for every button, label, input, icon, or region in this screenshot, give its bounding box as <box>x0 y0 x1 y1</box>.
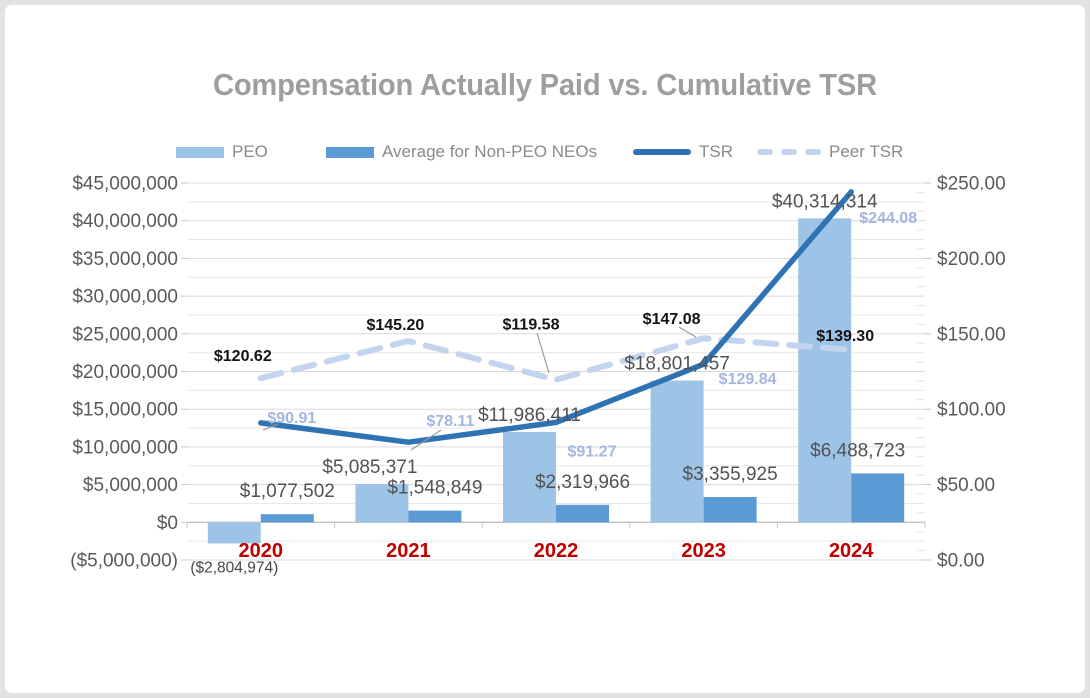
peer-tsr-value-label: $139.30 <box>816 328 874 345</box>
peer-tsr-dash-swatch <box>757 149 821 155</box>
year-label: 2023 <box>681 540 726 562</box>
right-axis-label: $250.00 <box>937 174 1006 195</box>
legend-label-nonpeo: Average for Non-PEO NEOs <box>382 142 598 161</box>
bar-peo-2023 <box>650 380 704 523</box>
peer-tsr-value-label: $119.58 <box>503 317 560 334</box>
peo-value-label: ($2,804,974) <box>190 559 278 576</box>
right-axis-label: $200.00 <box>937 249 1006 270</box>
nonpeo-value-label: $1,548,849 <box>387 478 482 499</box>
tsr-value-label: $129.84 <box>719 371 777 388</box>
peer-tsr-value-label: $120.62 <box>214 348 272 365</box>
year-label: 2022 <box>534 540 579 562</box>
right-axis-label: $150.00 <box>937 324 1006 345</box>
left-axis-label: $35,000,000 <box>72 249 178 270</box>
legend-item-peo: PEO <box>176 141 268 163</box>
legend-item-tsr: TSR <box>633 141 733 163</box>
bar-peo-2020 <box>207 522 261 544</box>
peo-value-label: $11,986,411 <box>478 405 581 426</box>
left-axis-label: $20,000,000 <box>72 362 178 383</box>
legend: PEO Average for Non-PEO NEOs TSR Peer TS… <box>5 141 1090 163</box>
year-label: 2021 <box>386 540 431 562</box>
plot-area: ($2,804,974) $1,077,502 $5,085,371$1,548,8… <box>70 174 1006 577</box>
label-leader-line <box>678 326 697 338</box>
legend-label-peo: PEO <box>232 142 268 161</box>
legend-label-tsr: TSR <box>699 142 733 161</box>
right-axis-label: $100.00 <box>937 400 1006 421</box>
bar-peo-2022 <box>503 431 556 523</box>
peo-swatch <box>176 146 224 158</box>
left-axis-label: $25,000,000 <box>72 324 178 345</box>
left-axis-label: $0 <box>157 513 178 534</box>
chart-title: Compensation Actually Paid vs. Cumulativ… <box>212 67 878 102</box>
nonpeo-value-label: $1,077,502 <box>240 481 335 502</box>
nonpeo-swatch <box>326 146 374 158</box>
peo-value-label: $18,801,457 <box>624 354 730 375</box>
bar-nonpeo-2020 <box>260 514 314 523</box>
tsr-value-label: $90.91 <box>267 410 316 427</box>
legend-label-peer-tsr: Peer TSR <box>829 142 904 161</box>
peo-value-label: $40,314,314 <box>772 191 878 212</box>
left-axis-label: $40,000,000 <box>72 211 178 232</box>
bar-nonpeo-2024 <box>851 473 905 523</box>
left-axis-label: $15,000,000 <box>72 400 178 421</box>
left-axis-label: $5,000,000 <box>83 475 178 496</box>
tsr-line <box>258 189 854 445</box>
bar-nonpeo-2021 <box>408 510 462 523</box>
legend-item-peer-tsr: Peer TSR <box>757 141 903 163</box>
bar-peo-2021 <box>355 483 409 523</box>
right-axis-label: $0.00 <box>937 551 985 572</box>
nonpeo-value-label: $3,355,925 <box>683 464 778 485</box>
nonpeo-value-label: $6,488,723 <box>810 440 905 461</box>
year-label: 2020 <box>239 540 284 562</box>
peer-tsr-value-label: $147.08 <box>643 311 701 328</box>
left-axis-label: $45,000,000 <box>72 174 178 195</box>
peo-value-label: $5,085,371 <box>322 457 417 478</box>
label-leader-line <box>262 423 279 431</box>
bar-nonpeo-2023 <box>703 496 757 523</box>
right-axis-label: $50.00 <box>937 475 995 496</box>
peer-tsr-line <box>257 335 855 383</box>
tsr-line-swatch <box>633 149 691 155</box>
left-axis-label: $30,000,000 <box>72 287 178 308</box>
chart-card: Compensation Actually Paid vs. Cumulativ… <box>5 5 1085 693</box>
label-leader-line <box>410 429 442 451</box>
peer-tsr-value-label: $145.20 <box>366 317 424 334</box>
nonpeo-value-label: $2,319,966 <box>535 472 630 493</box>
bar-peo-2024 <box>798 218 852 523</box>
tsr-value-label: $244.08 <box>859 210 917 227</box>
left-axis-label: ($5,000,000) <box>70 551 178 572</box>
left-axis-label: $10,000,000 <box>72 437 178 458</box>
legend-item-nonpeo: Average for Non-PEO NEOs <box>326 141 597 163</box>
tsr-value-label: $91.27 <box>568 443 617 460</box>
tsr-value-label: $78.11 <box>426 413 474 430</box>
year-label: 2024 <box>829 540 874 562</box>
bar-nonpeo-2022 <box>556 504 609 523</box>
label-leader-line <box>536 332 550 374</box>
